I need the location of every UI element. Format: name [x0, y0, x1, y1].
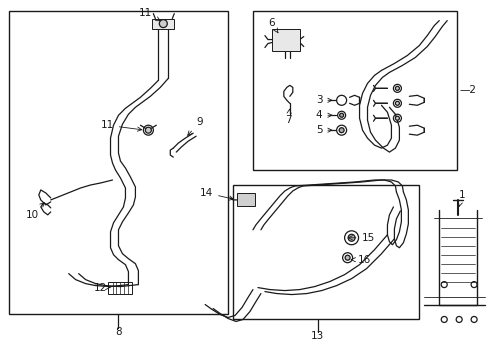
- Circle shape: [347, 234, 354, 241]
- Text: 13: 13: [310, 332, 324, 341]
- Text: —2: —2: [458, 85, 475, 95]
- Circle shape: [339, 128, 344, 133]
- Bar: [233, 185, 419, 319]
- Text: 5: 5: [315, 125, 331, 135]
- Text: 10: 10: [26, 203, 44, 220]
- Text: 4: 4: [315, 110, 331, 120]
- Text: 11: 11: [139, 8, 160, 21]
- Circle shape: [395, 86, 399, 90]
- Text: 9: 9: [187, 117, 203, 135]
- Circle shape: [145, 127, 151, 133]
- Circle shape: [345, 255, 349, 260]
- Bar: [252, 11, 456, 170]
- Circle shape: [395, 116, 399, 120]
- Text: 3: 3: [315, 95, 331, 105]
- Bar: [107, 282, 132, 293]
- Text: 14: 14: [200, 188, 233, 200]
- Circle shape: [395, 101, 399, 105]
- Circle shape: [339, 113, 343, 117]
- Text: 6: 6: [267, 18, 278, 33]
- Text: 7: 7: [285, 109, 291, 125]
- Text: 12: 12: [93, 283, 110, 293]
- Text: 16: 16: [350, 255, 370, 265]
- Text: 11: 11: [101, 120, 142, 131]
- Text: 1: 1: [457, 190, 465, 206]
- Text: 8: 8: [115, 327, 122, 337]
- Text: 15: 15: [347, 233, 374, 243]
- Circle shape: [159, 20, 167, 28]
- Bar: [152, 19, 174, 28]
- Bar: [9, 11, 227, 315]
- Bar: [271, 28, 299, 50]
- Bar: [237, 193, 254, 206]
